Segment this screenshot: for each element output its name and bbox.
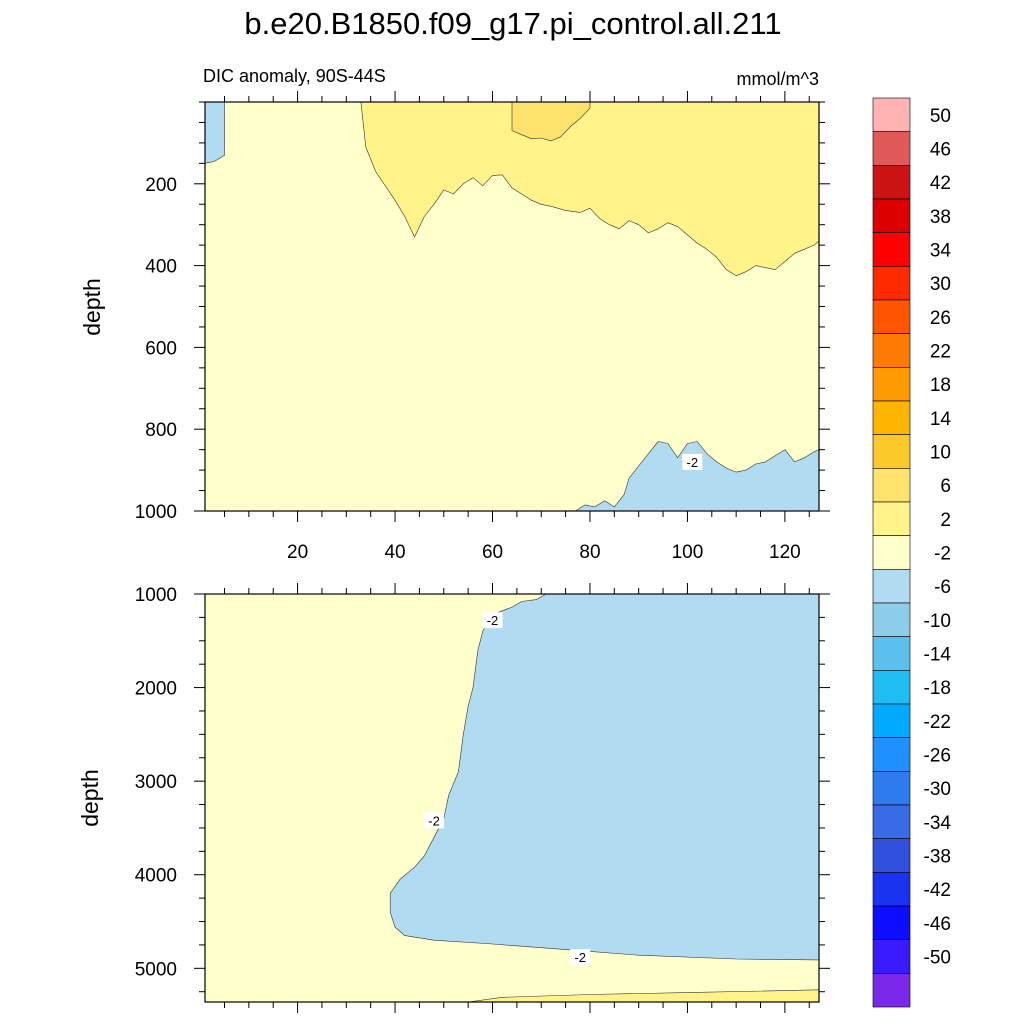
colorbar-label: -14 xyxy=(924,645,952,666)
y-tick-label: 400 xyxy=(145,257,177,278)
colorbar-swatch xyxy=(872,198,911,233)
colorbar-label: 18 xyxy=(930,375,951,396)
colorbar-label: -26 xyxy=(924,746,951,767)
y-tick-label: 5000 xyxy=(135,959,177,980)
colorbar-swatch xyxy=(872,165,911,200)
x-tick-label: 80 xyxy=(579,542,600,563)
colorbar-swatch xyxy=(872,131,911,166)
colorbar-label: -34 xyxy=(924,813,952,834)
colorbar: 50 46 42 38 34 30 26 22 18 14 10 6 2 -2 -6 -10 -14 -18 -22… xyxy=(872,97,952,1008)
colorbar-swatch xyxy=(872,569,911,604)
contour-region xyxy=(467,989,819,1002)
contour-label: -2 xyxy=(428,813,440,828)
y-tick-label: 200 xyxy=(145,175,177,196)
colorbar-swatch xyxy=(872,804,911,839)
colorbar-swatch xyxy=(872,872,911,907)
upper-y-axis-label: depth xyxy=(79,278,105,336)
contour-label: -2 xyxy=(487,613,499,628)
colorbar-swatch xyxy=(872,602,911,637)
colorbar-label: 30 xyxy=(930,274,951,295)
colorbar-label: 2 xyxy=(940,510,951,531)
contour-region xyxy=(360,102,819,277)
colorbar-swatch xyxy=(872,232,911,267)
upper-panel: 200 400 600 800 1000 20 40 60 80 100 120 -2 xyxy=(135,91,830,563)
y-tick-label: 600 xyxy=(145,338,177,359)
contour-label-box xyxy=(682,453,703,470)
colorbar-swatch xyxy=(872,468,911,503)
colorbar-label: 22 xyxy=(930,342,951,363)
colorbar-swatch xyxy=(872,939,911,974)
colorbar-swatch xyxy=(872,737,911,772)
colorbar-swatch xyxy=(872,434,911,469)
colorbar-label: -10 xyxy=(924,611,951,632)
colorbar-swatch xyxy=(872,973,911,1008)
variable-subtitle: DIC anomaly, 90S-44S xyxy=(203,66,386,86)
colorbar-label: 34 xyxy=(930,241,952,262)
x-tick-label: 100 xyxy=(672,542,704,563)
y-tick-label: 4000 xyxy=(135,866,177,887)
y-tick-label: 800 xyxy=(145,420,177,441)
x-tick-label: 40 xyxy=(384,542,405,563)
x-tick-label: 120 xyxy=(769,542,801,563)
y-tick-label: 2000 xyxy=(135,679,177,700)
colorbar-swatch xyxy=(872,501,911,536)
colorbar-label: 6 xyxy=(940,476,951,497)
colorbar-swatch xyxy=(872,367,911,402)
y-tick-label: 1000 xyxy=(135,502,177,523)
contour-region xyxy=(511,102,591,142)
colorbar-swatch xyxy=(872,266,911,301)
contour-region xyxy=(574,441,819,511)
chart-title: b.e20.B1850.f09_g17.pi_control.all.211 xyxy=(244,6,781,41)
colorbar-swatch xyxy=(872,97,911,132)
colorbar-swatch xyxy=(872,333,911,368)
colorbar-label: -46 xyxy=(924,914,951,935)
contour-label-box xyxy=(570,949,591,966)
colorbar-label: 14 xyxy=(930,409,952,430)
colorbar-swatch xyxy=(872,400,911,435)
x-tick-label: 20 xyxy=(287,542,308,563)
colorbar-swatch xyxy=(872,535,911,570)
colorbar-swatch xyxy=(872,838,911,873)
colorbar-swatch xyxy=(872,703,911,738)
colorbar-swatch xyxy=(872,905,911,940)
colorbar-label: 42 xyxy=(930,173,951,194)
colorbar-label: -50 xyxy=(924,948,951,969)
contour-label-box xyxy=(424,812,445,829)
contour-label: -2 xyxy=(687,455,699,470)
colorbar-label: 46 xyxy=(930,140,951,161)
colorbar-label: -2 xyxy=(934,544,951,565)
x-tick-label: 60 xyxy=(482,542,503,563)
colorbar-label: -18 xyxy=(924,678,951,699)
colorbar-label: -30 xyxy=(924,779,951,800)
contour-region xyxy=(205,102,225,164)
lower-y-axis-label: depth xyxy=(77,769,103,827)
colorbar-label: -22 xyxy=(924,712,951,733)
y-tick-label: 1000 xyxy=(135,585,177,606)
contour-label: -2 xyxy=(574,950,586,965)
y-tick-label: 3000 xyxy=(135,772,177,793)
panel-frame xyxy=(204,593,820,1003)
colorbar-label: 26 xyxy=(930,308,951,329)
lower-panel: 1000 2000 3000 4000 5000 -2 -2 -2 xyxy=(135,583,830,1013)
colorbar-label: -6 xyxy=(934,577,951,598)
contour-regions xyxy=(389,594,819,1002)
contour-label-box xyxy=(482,612,503,629)
colorbar-swatch xyxy=(872,636,911,671)
units-subtitle: mmol/m^3 xyxy=(737,69,819,89)
colorbar-label: -38 xyxy=(924,847,951,868)
colorbar-swatch xyxy=(872,670,911,705)
colorbar-label: 50 xyxy=(930,106,951,127)
colorbar-label: 38 xyxy=(930,207,951,228)
colorbar-swatch xyxy=(872,771,911,806)
colorbar-label: -42 xyxy=(924,880,951,901)
colorbar-swatch xyxy=(872,299,911,334)
colorbar-label: 10 xyxy=(930,443,951,464)
contour-regions xyxy=(205,102,819,511)
